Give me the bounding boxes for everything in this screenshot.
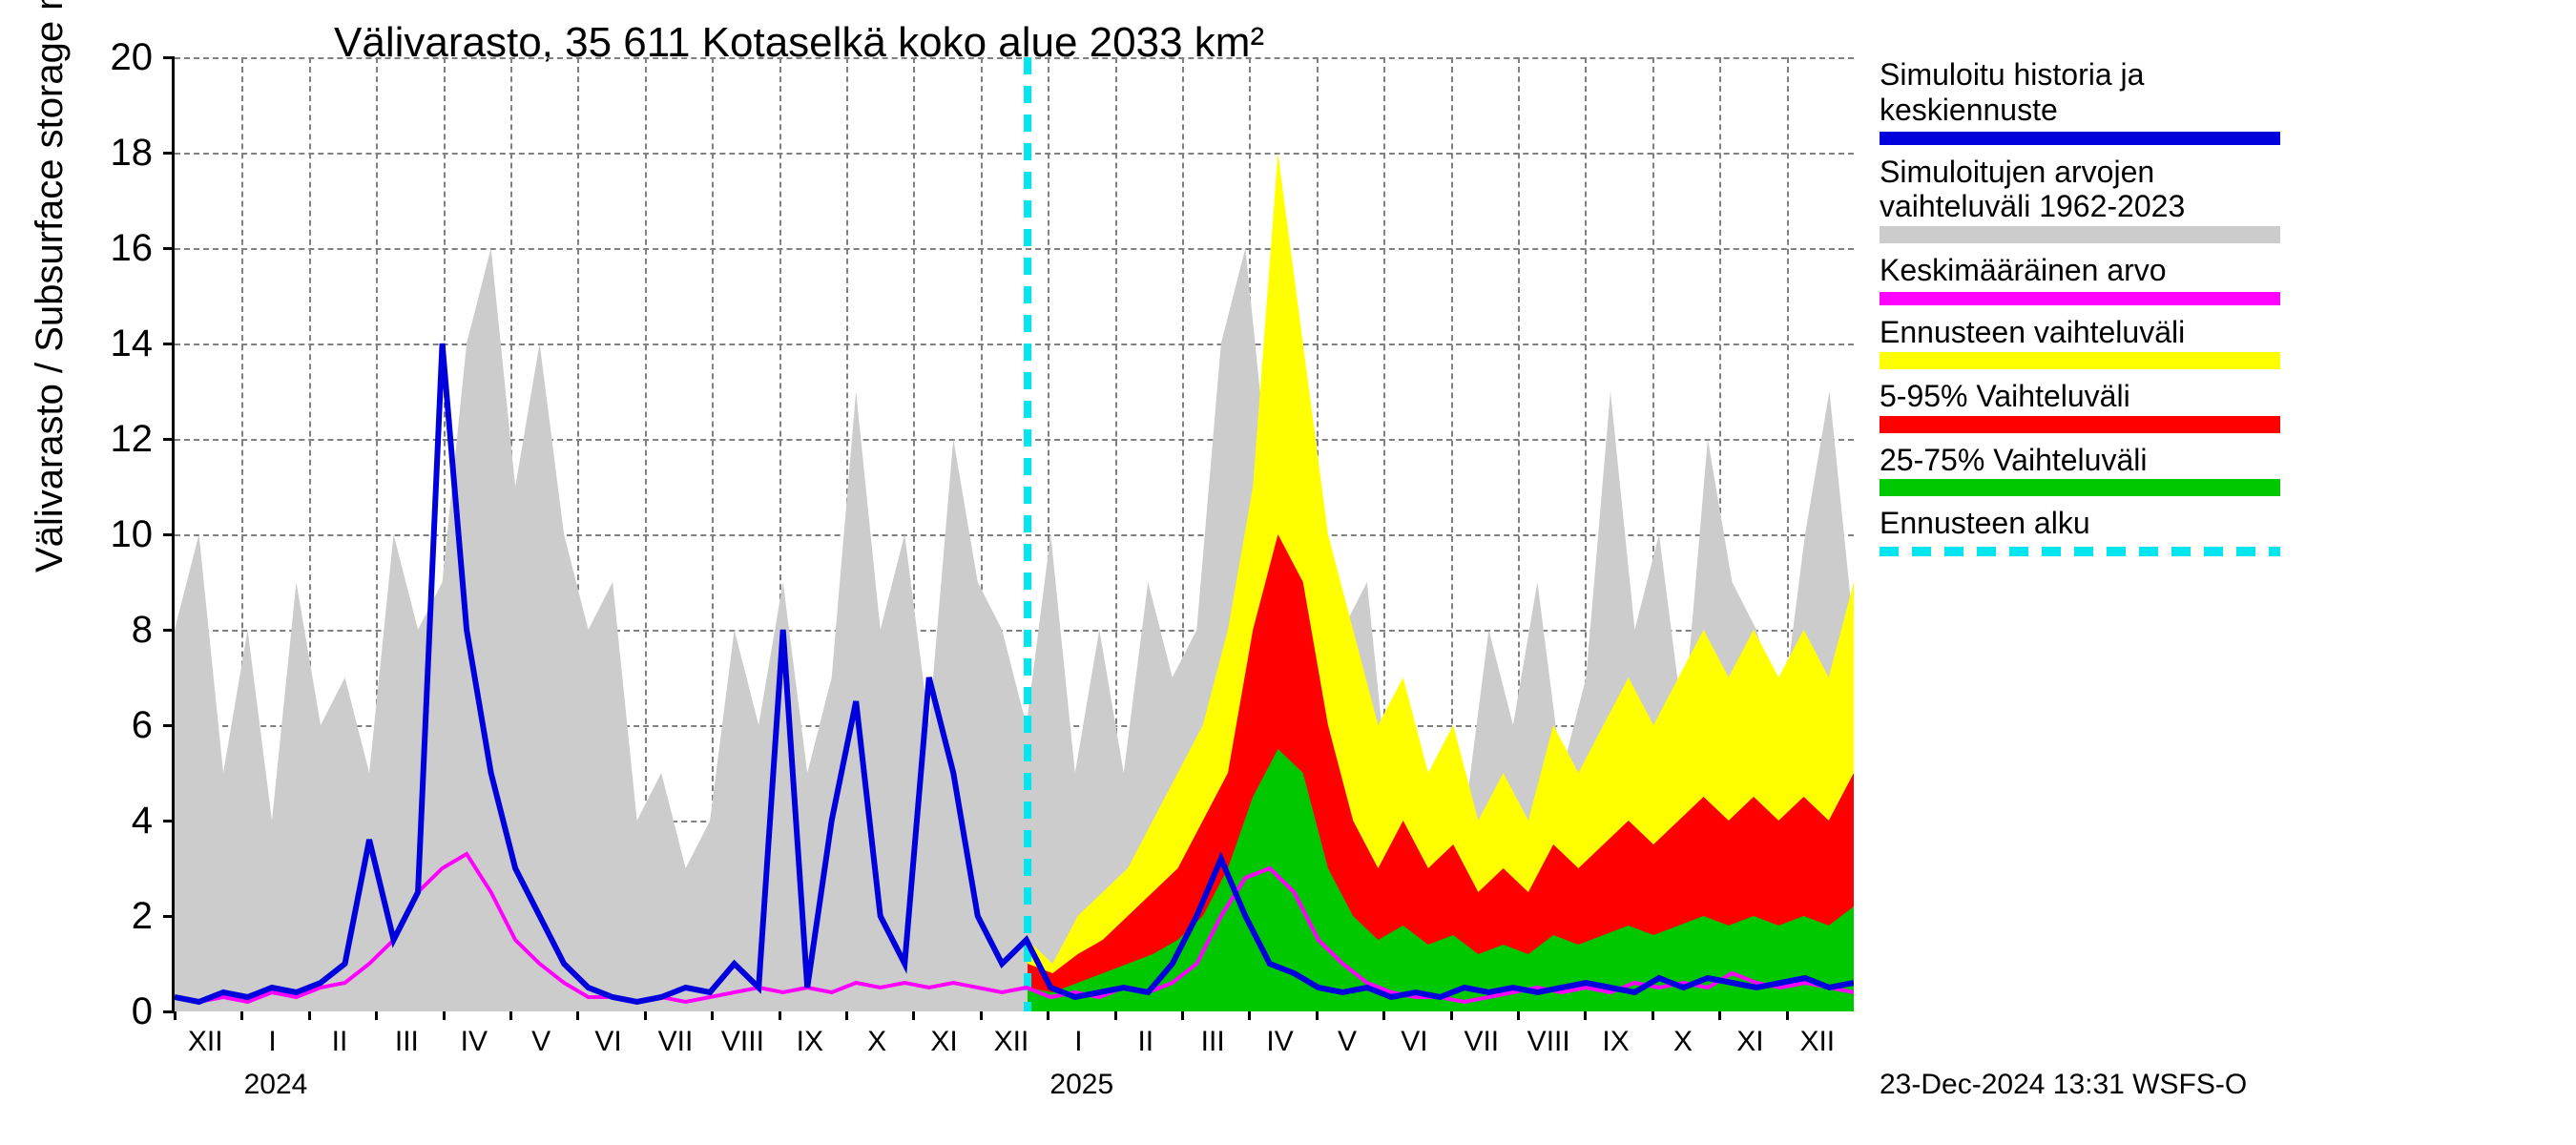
timestamp: 23-Dec-2024 13:31 WSFS-O [1880,1069,2247,1101]
xtick-label: III [395,1026,419,1058]
xtick-label: II [1137,1026,1153,1058]
legend-swatch [1880,292,2280,305]
chart-container [172,57,1851,1078]
ytick [163,724,175,727]
xtick-label: XI [930,1026,957,1058]
legend-label: 25-75% Vaihteluväli [1880,443,2280,478]
xtick-label: IV [461,1026,488,1058]
legend-label: Ennusteen alku [1880,506,2280,541]
ytick-label: 12 [95,418,153,461]
ytick-label: 4 [95,800,153,843]
ytick [163,820,175,822]
ytick-label: 20 [95,36,153,79]
legend-item: Simuloitujen arvojen vaihteluväli 1962-2… [1880,155,2280,244]
xtick-label: VIII [1527,1026,1570,1058]
xtick-label: VI [594,1026,621,1058]
ytick-label: 14 [95,323,153,365]
legend-item: Ennusteen alku [1880,506,2280,556]
ytick [163,438,175,441]
legend-item: 5-95% Vaihteluväli [1880,379,2280,433]
xtick-label: I [268,1026,276,1058]
legend-swatch [1880,352,2280,369]
xtick-label: IX [1602,1026,1629,1058]
xtick-label: IX [797,1026,823,1058]
plot-area [172,57,1851,1011]
legend-label: Ennusteen vaihteluväli [1880,315,2280,350]
xtick-label: XII [1799,1026,1835,1058]
xtick-label: XII [188,1026,223,1058]
xtick-label: VII [1464,1026,1499,1058]
xtick-label: III [1201,1026,1225,1058]
legend-label: 5-95% Vaihteluväli [1880,379,2280,414]
ytick [163,915,175,918]
xtick-label: VI [1401,1026,1427,1058]
legend-swatch [1880,479,2280,496]
legend-label: Simuloitu historia ja keskiennuste [1880,57,2280,128]
ytick-label: 18 [95,132,153,175]
legend: Simuloitu historia ja keskiennuste Simulo… [1880,57,2280,566]
legend-label: Keskimääräinen arvo [1880,253,2280,288]
xtick-label: II [332,1026,348,1058]
legend-swatch [1880,547,2280,556]
xtick-label: V [531,1026,551,1058]
y-axis-label: Välivarasto / Subsurface storage mm [29,0,72,572]
ytick-label: 10 [95,513,153,556]
ytick-label: 2 [95,895,153,938]
ytick [163,343,175,345]
xtick-label: VIII [721,1026,764,1058]
xtick-label: VII [658,1026,694,1058]
xtick-label: IV [1266,1026,1293,1058]
legend-item: Simuloitu historia ja keskiennuste [1880,57,2280,145]
ytick [163,629,175,632]
ytick-label: 8 [95,609,153,652]
legend-swatch [1880,416,2280,433]
xtick-label: X [867,1026,886,1058]
legend-label: Simuloitujen arvojen vaihteluväli 1962-2… [1880,155,2280,225]
xtick-label: I [1074,1026,1082,1058]
legend-item: Ennusteen vaihteluväli [1880,315,2280,369]
xtick-label: X [1673,1026,1693,1058]
legend-item: 25-75% Vaihteluväli [1880,443,2280,497]
legend-item: Keskimääräinen arvo [1880,253,2280,305]
ytick-label: 16 [95,227,153,270]
ytick [163,247,175,250]
xyear-label: 2024 [244,1069,308,1101]
data-svg [175,57,1854,1011]
xtick-label: XII [994,1026,1029,1058]
legend-swatch [1880,226,2280,243]
xyear-label: 2025 [1049,1069,1113,1101]
xtick-label: XI [1736,1026,1763,1058]
ytick-label: 0 [95,990,153,1033]
ytick [163,533,175,536]
ytick [163,152,175,155]
ytick [163,56,175,59]
xtick-label: V [1338,1026,1357,1058]
ytick-label: 6 [95,704,153,747]
legend-swatch [1880,132,2280,145]
